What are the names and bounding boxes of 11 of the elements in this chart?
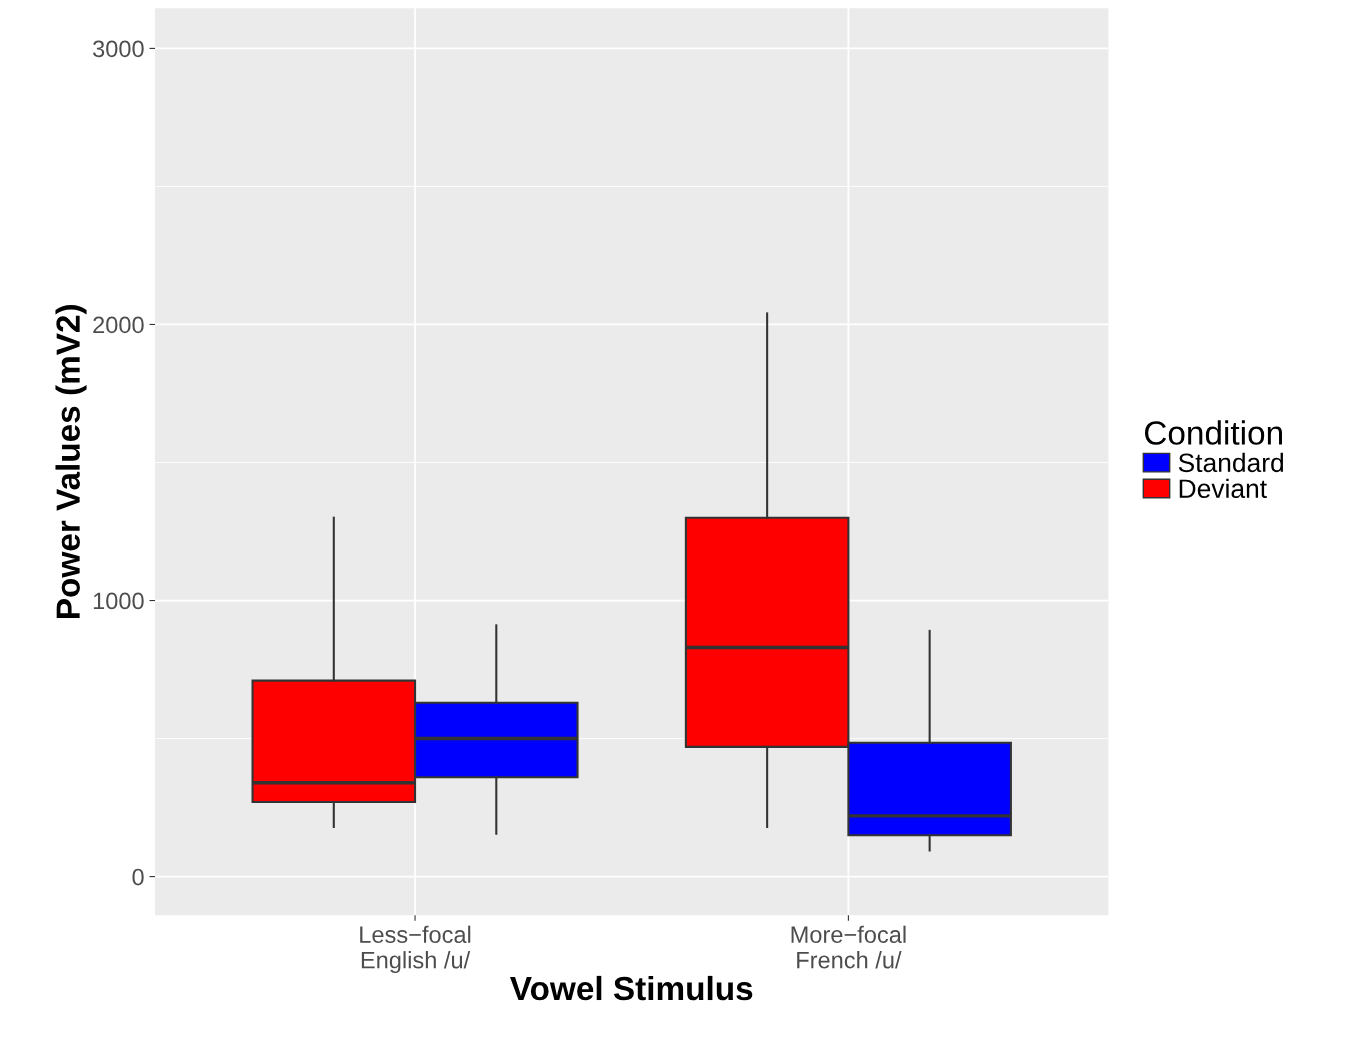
x-tick-label: More−focal French /u/ (791, 925, 906, 969)
y-tick-label: 0 (132, 868, 144, 886)
legend-title: Condition (1144, 420, 1282, 445)
y-tick-label: 2000 (93, 316, 144, 334)
y-tick-label: 3000 (93, 40, 144, 58)
y-tick-label: 1000 (93, 592, 144, 610)
x-tick-label: Less−focal English /u/ (360, 925, 471, 974)
legend-label: Deviant (1179, 478, 1267, 499)
y-axis-title: Power Values (mV2) (55, 305, 87, 618)
legend-label: Standard (1178, 452, 1284, 473)
x-axis-title: Vowel Stimulus (510, 975, 753, 1001)
